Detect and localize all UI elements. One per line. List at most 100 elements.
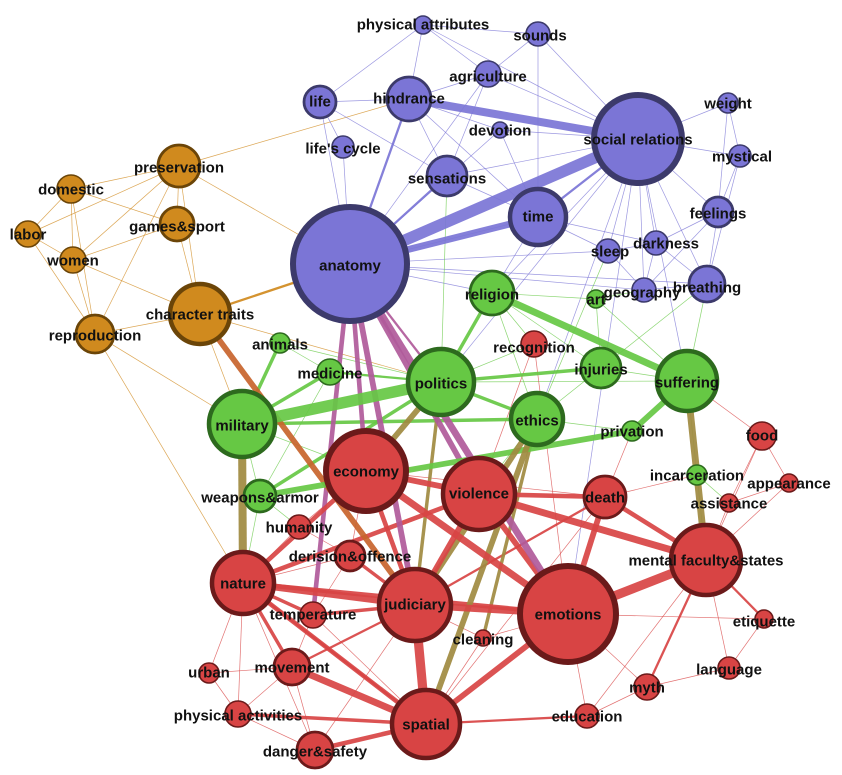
node-label-art: art (586, 292, 605, 309)
node-label-hindrance: hindrance (373, 91, 445, 108)
node-label-nature: nature (220, 576, 266, 593)
node-label-physical-attributes: physical attributes (357, 17, 490, 34)
node-label-labor: labor (10, 227, 47, 244)
edge-military-ethics (241, 417, 538, 426)
node-label-emotions: emotions (535, 607, 602, 624)
node-reproduction (74, 313, 116, 355)
node-ethics (508, 390, 566, 448)
node-humanity (286, 514, 312, 540)
node-label-military: military (215, 418, 269, 435)
node-label-education: education (552, 709, 623, 726)
node-label-recognition: recognition (493, 340, 575, 357)
edge-physical_attributes-sounds (422, 24, 539, 35)
node-life (302, 84, 338, 120)
node-sensations (425, 154, 469, 198)
edge-violence-nature (242, 491, 480, 586)
node-injuries (579, 346, 623, 390)
node-label-mental-faculty: mental faculty&states (628, 553, 783, 570)
node-judiciary (376, 566, 454, 644)
node-label-devotion: devotion (469, 123, 532, 140)
node-myth (633, 673, 661, 701)
node-suffering (654, 348, 720, 414)
edge-character_traits-judiciary (197, 312, 418, 607)
node-preservation (156, 143, 202, 189)
node-danger-safety (295, 730, 335, 770)
node-social-relations (591, 92, 685, 186)
node-label-assistance: assistance (691, 496, 768, 513)
node-cleaning (474, 629, 492, 647)
node-politics (405, 346, 477, 418)
node-mental-faculty (668, 522, 744, 598)
labels-layer: physical attributes sounds agriculture life… (10, 17, 831, 761)
node-recognition (520, 330, 548, 358)
node-label-time: time (523, 209, 554, 226)
edge-breathing-injuries (600, 283, 708, 369)
node-language (717, 656, 741, 680)
node-label-weight: weight (703, 96, 752, 113)
node-label-politics: politics (415, 376, 468, 393)
node-education (574, 703, 600, 729)
node-label-social-relations: social relations (583, 132, 692, 149)
node-label-character-traits: character traits (146, 307, 254, 324)
edge-preservation-hindrance (178, 98, 410, 167)
node-anatomy (290, 204, 410, 324)
nodes-layer (14, 15, 799, 770)
edge-medicine-weapons_armor (259, 371, 331, 497)
node-label-sensations: sensations (408, 171, 486, 188)
node-label-etiquette: etiquette (733, 614, 796, 631)
node-darkness (643, 230, 669, 256)
node-lifes-cycle (331, 135, 355, 159)
node-label-physical-activities: physical activities (174, 708, 302, 725)
node-violence (440, 455, 518, 533)
node-geography (631, 277, 657, 303)
node-label-language: language (696, 662, 762, 679)
node-label-cleaning: cleaning (453, 632, 514, 649)
edge-preservation-reproduction (94, 165, 180, 335)
node-label-urban: urban (188, 665, 230, 682)
node-label-mystical: mystical (712, 149, 772, 166)
node-art (586, 289, 606, 309)
edge-spatial-nature (241, 581, 428, 726)
edge-politics-suffering (440, 380, 688, 383)
node-breathing (687, 264, 727, 304)
node-label-danger-safety: danger&safety (263, 744, 368, 761)
node-label-spatial: spatial (402, 717, 450, 734)
node-label-movement: movement (254, 660, 329, 677)
edge-physical_attributes-life (319, 24, 424, 103)
edge-weight-feelings (717, 102, 729, 213)
edge-character_traits-politics (199, 313, 442, 383)
node-label-derision-offence: derision&offence (289, 549, 412, 566)
node-label-sleep: sleep (591, 244, 629, 261)
node-nature (209, 549, 277, 617)
edge-reproduction-nature (94, 333, 244, 584)
node-assistance (719, 493, 739, 513)
edge-privation-weapons_armor (259, 428, 633, 499)
edge-anatomy-emotions (347, 262, 571, 616)
node-agriculture (474, 60, 502, 88)
node-time (507, 186, 569, 248)
node-women (59, 246, 87, 274)
node-character-traits (167, 281, 233, 347)
edge-life-sensations (319, 101, 448, 177)
node-medicine (316, 358, 344, 386)
node-label-medicine: medicine (297, 366, 362, 383)
node-label-geography: geography (604, 285, 681, 302)
node-movement (272, 647, 312, 687)
node-label-religion: religion (465, 287, 519, 304)
node-feelings (701, 195, 735, 229)
node-label-suffering: suffering (655, 375, 719, 392)
edge-domestic-games_sport (70, 188, 178, 225)
node-label-lifes-cycle: life's cycle (305, 141, 380, 158)
edge-feelings-geography (643, 211, 719, 291)
node-label-preservation: preservation (134, 160, 224, 177)
node-label-temperature: temperature (270, 607, 357, 624)
edge-preservation-women (72, 165, 180, 261)
node-appearance (779, 473, 799, 493)
node-label-anatomy: anatomy (319, 258, 381, 275)
node-religion (468, 269, 516, 317)
node-etiquette (754, 609, 774, 629)
node-label-games-sport: games&sport (129, 219, 225, 236)
node-label-domestic: domestic (38, 182, 104, 199)
node-food (747, 421, 777, 451)
